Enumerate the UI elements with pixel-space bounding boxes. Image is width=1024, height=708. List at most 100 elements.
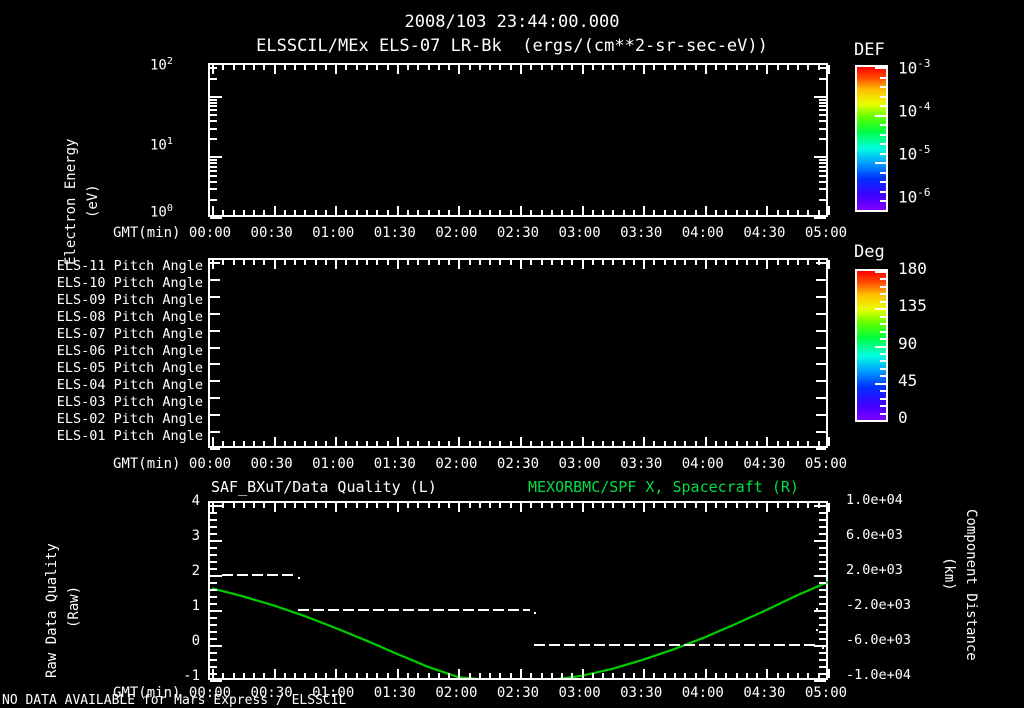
ytick-label-right: -6.0e+03	[846, 632, 912, 648]
panel-top-ytick-1-exponent: 1	[166, 136, 173, 147]
xtick-label: 03:30	[620, 685, 663, 701]
axis-tick	[273, 65, 276, 74]
panel-electron-energy[interactable]: Electron Energy (eV) 102 101 100	[0, 55, 1024, 265]
axis-tick	[643, 260, 646, 269]
panel-pitch-angle[interactable]: ELS-11 Pitch Angle ELS-10 Pitch Angle ELS-…	[0, 252, 1024, 452]
axis-tick	[345, 65, 348, 70]
axis-tick	[355, 260, 358, 265]
panel-data-quality[interactable]: Raw Data Quality (Raw) Component Distanc…	[0, 493, 1024, 690]
axis-tick	[210, 561, 217, 563]
axis-tick	[540, 65, 543, 70]
axis-tick	[509, 441, 512, 446]
panel-bottom-plot-area[interactable]	[208, 501, 830, 682]
axis-tick	[210, 262, 220, 264]
pitch-angle-row-label: ELS-11 Pitch Angle	[56, 258, 203, 275]
axis-tick	[242, 673, 245, 678]
axis-tick	[355, 210, 358, 215]
axis-tick	[786, 673, 789, 678]
axis-tick	[715, 210, 718, 215]
axis-tick	[273, 669, 276, 678]
axis-tick	[735, 210, 738, 215]
colorbar-tick	[880, 143, 888, 146]
data-quality-end-dot	[821, 647, 824, 649]
axis-tick	[814, 575, 826, 577]
axis-tick	[273, 206, 276, 215]
axis-tick	[210, 603, 217, 605]
axis-tick	[468, 260, 471, 265]
colorbar-tick	[880, 405, 888, 408]
axis-tick	[684, 210, 687, 215]
colorbar-def[interactable]: DEF 10-3 10-4 10-5 10-6	[848, 40, 1024, 230]
axis-tick	[807, 441, 810, 446]
axis-tick	[386, 260, 389, 265]
axis-tick	[458, 437, 461, 446]
axis-tick	[489, 210, 492, 215]
axis-tick	[283, 441, 286, 446]
axis-tick	[396, 503, 399, 512]
axis-tick	[478, 210, 481, 215]
colorbar-def-gradient[interactable]	[855, 65, 888, 212]
panel-top-ytick-0-exponent: 2	[166, 56, 173, 67]
axis-tick	[304, 503, 307, 508]
axis-tick	[437, 503, 440, 508]
axis-tick	[314, 673, 317, 678]
axis-tick	[591, 210, 594, 215]
axis-tick	[242, 441, 245, 446]
panel-top-plot-area[interactable]	[208, 63, 830, 219]
axis-tick	[819, 638, 826, 640]
axis-tick	[817, 65, 820, 70]
axis-tick	[437, 441, 440, 446]
axis-tick	[674, 503, 676, 508]
axis-tick	[294, 260, 297, 265]
axis-tick	[591, 441, 594, 446]
axis-tick	[210, 624, 217, 626]
axis-tick	[819, 617, 826, 619]
colorbar-deg-title: Deg	[854, 242, 885, 262]
colorbar-tick	[880, 352, 888, 355]
axis-tick	[210, 589, 217, 591]
axis-tick	[725, 65, 728, 70]
colorbar-deg-ticklabel: 180	[898, 259, 927, 278]
axis-tick	[232, 673, 235, 678]
axis-tick	[632, 65, 635, 70]
axis-tick	[242, 65, 245, 70]
axis-tick	[210, 180, 217, 183]
panel-top-xaxis-label: GMT(min)	[113, 225, 181, 241]
axis-tick	[530, 441, 533, 446]
colorbar-def-ticklabel-3-exponent: -6	[917, 186, 931, 199]
panel-top-ylabel-line2: (eV)	[85, 184, 101, 218]
axis-tick	[807, 503, 810, 508]
axis-tick	[232, 503, 235, 508]
axis-tick	[314, 210, 317, 215]
axis-tick	[437, 65, 440, 70]
axis-tick	[776, 210, 779, 215]
axis-tick	[819, 673, 826, 675]
axis-tick	[550, 441, 553, 446]
axis-tick	[540, 210, 543, 215]
axis-tick	[210, 98, 217, 101]
axis-tick	[819, 554, 826, 556]
axis-tick	[816, 397, 826, 400]
plot-subtitle: ELSSCIL/MEx ELS-07 LR-Bk (ergs/(cm**2-sr…	[256, 36, 768, 56]
colorbar-tick	[875, 345, 888, 348]
axis-tick	[819, 188, 826, 191]
axis-tick	[407, 673, 410, 678]
axis-tick	[263, 441, 266, 446]
axis-tick	[653, 673, 656, 678]
axis-tick	[819, 582, 826, 584]
colorbar-def-ticklabel-1: 10-4	[898, 100, 931, 120]
colorbar-deg[interactable]: Deg 180 135 90 45 0	[848, 242, 1024, 442]
axis-tick	[591, 65, 594, 70]
axis-tick	[602, 441, 605, 446]
axis-tick	[540, 503, 543, 508]
axis-tick	[294, 210, 297, 215]
axis-tick	[437, 673, 440, 678]
panel-top-xtick-labels: 00:00 00:30 01:00 01:30 02:00 02:30 03:00 03:30…	[0, 226, 1024, 244]
pitch-angle-row-label: ELS-07 Pitch Angle	[56, 326, 203, 343]
panel-top-ytick-2-mantissa: 10	[150, 204, 167, 221]
axis-tick	[376, 673, 379, 678]
panel-middle-plot-area[interactable]	[208, 258, 830, 450]
axis-tick	[684, 441, 687, 446]
axis-tick	[210, 217, 222, 219]
axis-tick	[581, 503, 584, 512]
